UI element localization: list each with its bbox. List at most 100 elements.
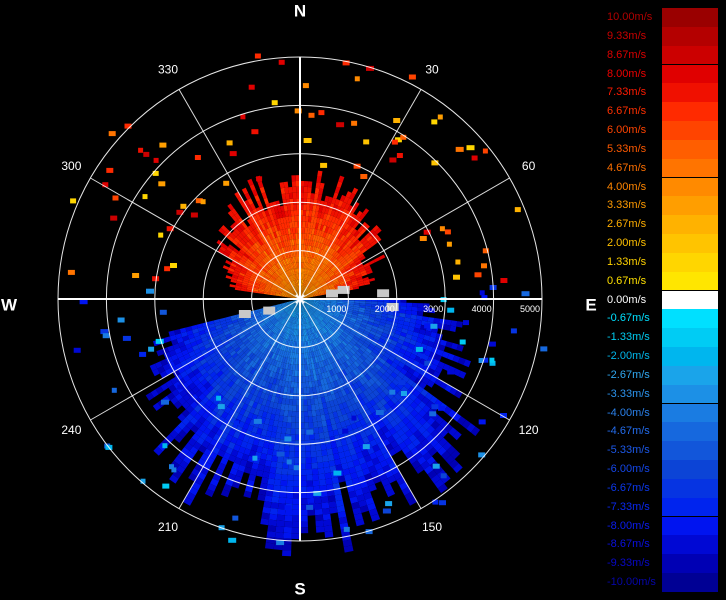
velocity-bin bbox=[284, 286, 290, 291]
velocity-bin bbox=[287, 301, 293, 304]
velocity-bin bbox=[296, 312, 299, 319]
velocity-bin bbox=[303, 192, 308, 199]
velocity-bin bbox=[292, 296, 299, 299]
velocity-bin bbox=[305, 304, 311, 309]
velocity-bin bbox=[256, 265, 262, 271]
velocity-bin bbox=[366, 356, 373, 363]
colorbar-label: 7.33m/s bbox=[607, 86, 647, 99]
velocity-bin bbox=[295, 268, 298, 275]
velocity-bin bbox=[333, 314, 339, 318]
velocity-bin bbox=[297, 306, 299, 313]
velocity-bin bbox=[307, 301, 313, 304]
velocity-bin bbox=[313, 345, 317, 352]
velocity-bin bbox=[372, 366, 380, 373]
velocity-bin bbox=[429, 363, 438, 371]
velocity-bin bbox=[308, 257, 312, 264]
velocity-bin bbox=[412, 331, 420, 338]
velocity-bin bbox=[307, 322, 311, 329]
velocity-bin bbox=[301, 353, 305, 359]
velocity-bin bbox=[455, 259, 461, 265]
velocity-bin bbox=[344, 245, 350, 252]
velocity-bin bbox=[316, 275, 321, 281]
velocity-bin bbox=[324, 195, 330, 203]
velocity-bin bbox=[333, 470, 342, 476]
velocity-bin bbox=[346, 312, 353, 316]
velocity-bin bbox=[230, 208, 238, 216]
velocity-bin bbox=[366, 270, 373, 275]
velocity-bin bbox=[325, 339, 331, 345]
velocity-bin bbox=[258, 320, 264, 325]
velocity-bin bbox=[369, 439, 378, 447]
velocity-bin bbox=[368, 238, 375, 245]
velocity-bin bbox=[185, 357, 193, 364]
velocity-bin bbox=[303, 268, 306, 275]
velocity-bin bbox=[438, 437, 448, 447]
velocity-bin bbox=[336, 372, 342, 379]
velocity-bin bbox=[268, 358, 274, 365]
velocity-bin bbox=[209, 361, 217, 369]
velocity-bin bbox=[318, 292, 325, 295]
velocity-bin bbox=[283, 222, 288, 229]
velocity-bin bbox=[277, 288, 283, 292]
velocity-bin bbox=[211, 364, 219, 372]
velocity-bin bbox=[396, 153, 403, 158]
velocity-bin bbox=[254, 396, 261, 404]
velocity-bin bbox=[351, 187, 359, 195]
velocity-bin bbox=[225, 318, 232, 323]
velocity-bin bbox=[258, 288, 265, 292]
velocity-bin bbox=[313, 374, 318, 381]
velocity-bin bbox=[182, 374, 191, 383]
velocity-bin bbox=[266, 255, 272, 261]
velocity-bin bbox=[488, 341, 496, 347]
velocity-bin bbox=[388, 343, 396, 349]
velocity-bin bbox=[374, 317, 381, 322]
velocity-bin bbox=[280, 318, 285, 324]
velocity-bin bbox=[293, 341, 296, 348]
velocity-bin bbox=[225, 413, 233, 422]
velocity-bin bbox=[288, 276, 292, 282]
velocity-bin bbox=[366, 394, 373, 402]
velocity-bin bbox=[311, 264, 315, 271]
velocity-bin bbox=[259, 404, 266, 412]
velocity-bin bbox=[294, 256, 297, 263]
velocity-bin bbox=[315, 520, 324, 527]
velocity-bin bbox=[331, 326, 338, 332]
velocity-bin bbox=[228, 347, 235, 354]
velocity-bin bbox=[363, 262, 370, 268]
velocity-bin bbox=[327, 282, 334, 287]
velocity-bin bbox=[314, 338, 319, 345]
velocity-bin bbox=[259, 331, 266, 337]
velocity-bin bbox=[170, 396, 179, 405]
colorbar-swatch bbox=[662, 309, 718, 329]
velocity-bin bbox=[352, 369, 359, 376]
velocity-bin bbox=[289, 251, 293, 258]
velocity-bin bbox=[289, 328, 293, 335]
velocity-bin bbox=[242, 278, 250, 283]
velocity-bin bbox=[307, 328, 311, 335]
velocity-bin bbox=[330, 235, 336, 242]
velocity-bin bbox=[319, 342, 324, 349]
velocity-bin bbox=[323, 519, 332, 527]
velocity-bin bbox=[250, 263, 257, 269]
velocity-bin bbox=[287, 301, 293, 305]
velocity-bin bbox=[342, 236, 348, 243]
velocity-bin bbox=[433, 442, 443, 452]
velocity-bin bbox=[441, 351, 450, 359]
velocity-bin bbox=[336, 262, 342, 268]
velocity-bin bbox=[274, 271, 280, 277]
velocity-bin bbox=[168, 384, 177, 393]
velocity-bin bbox=[368, 508, 379, 517]
velocity-bin bbox=[330, 327, 336, 333]
velocity-bin bbox=[439, 339, 447, 347]
velocity-bin bbox=[301, 239, 305, 245]
velocity-bin bbox=[328, 501, 337, 508]
velocity-bin bbox=[294, 286, 297, 292]
velocity-bin bbox=[198, 445, 207, 454]
velocity-bin bbox=[325, 214, 331, 221]
velocity-bin bbox=[239, 323, 247, 328]
velocity-bin bbox=[160, 383, 169, 391]
velocity-bin bbox=[204, 328, 211, 334]
velocity-bin bbox=[243, 206, 250, 214]
velocity-bin bbox=[282, 550, 292, 557]
velocity-bin bbox=[283, 279, 288, 285]
